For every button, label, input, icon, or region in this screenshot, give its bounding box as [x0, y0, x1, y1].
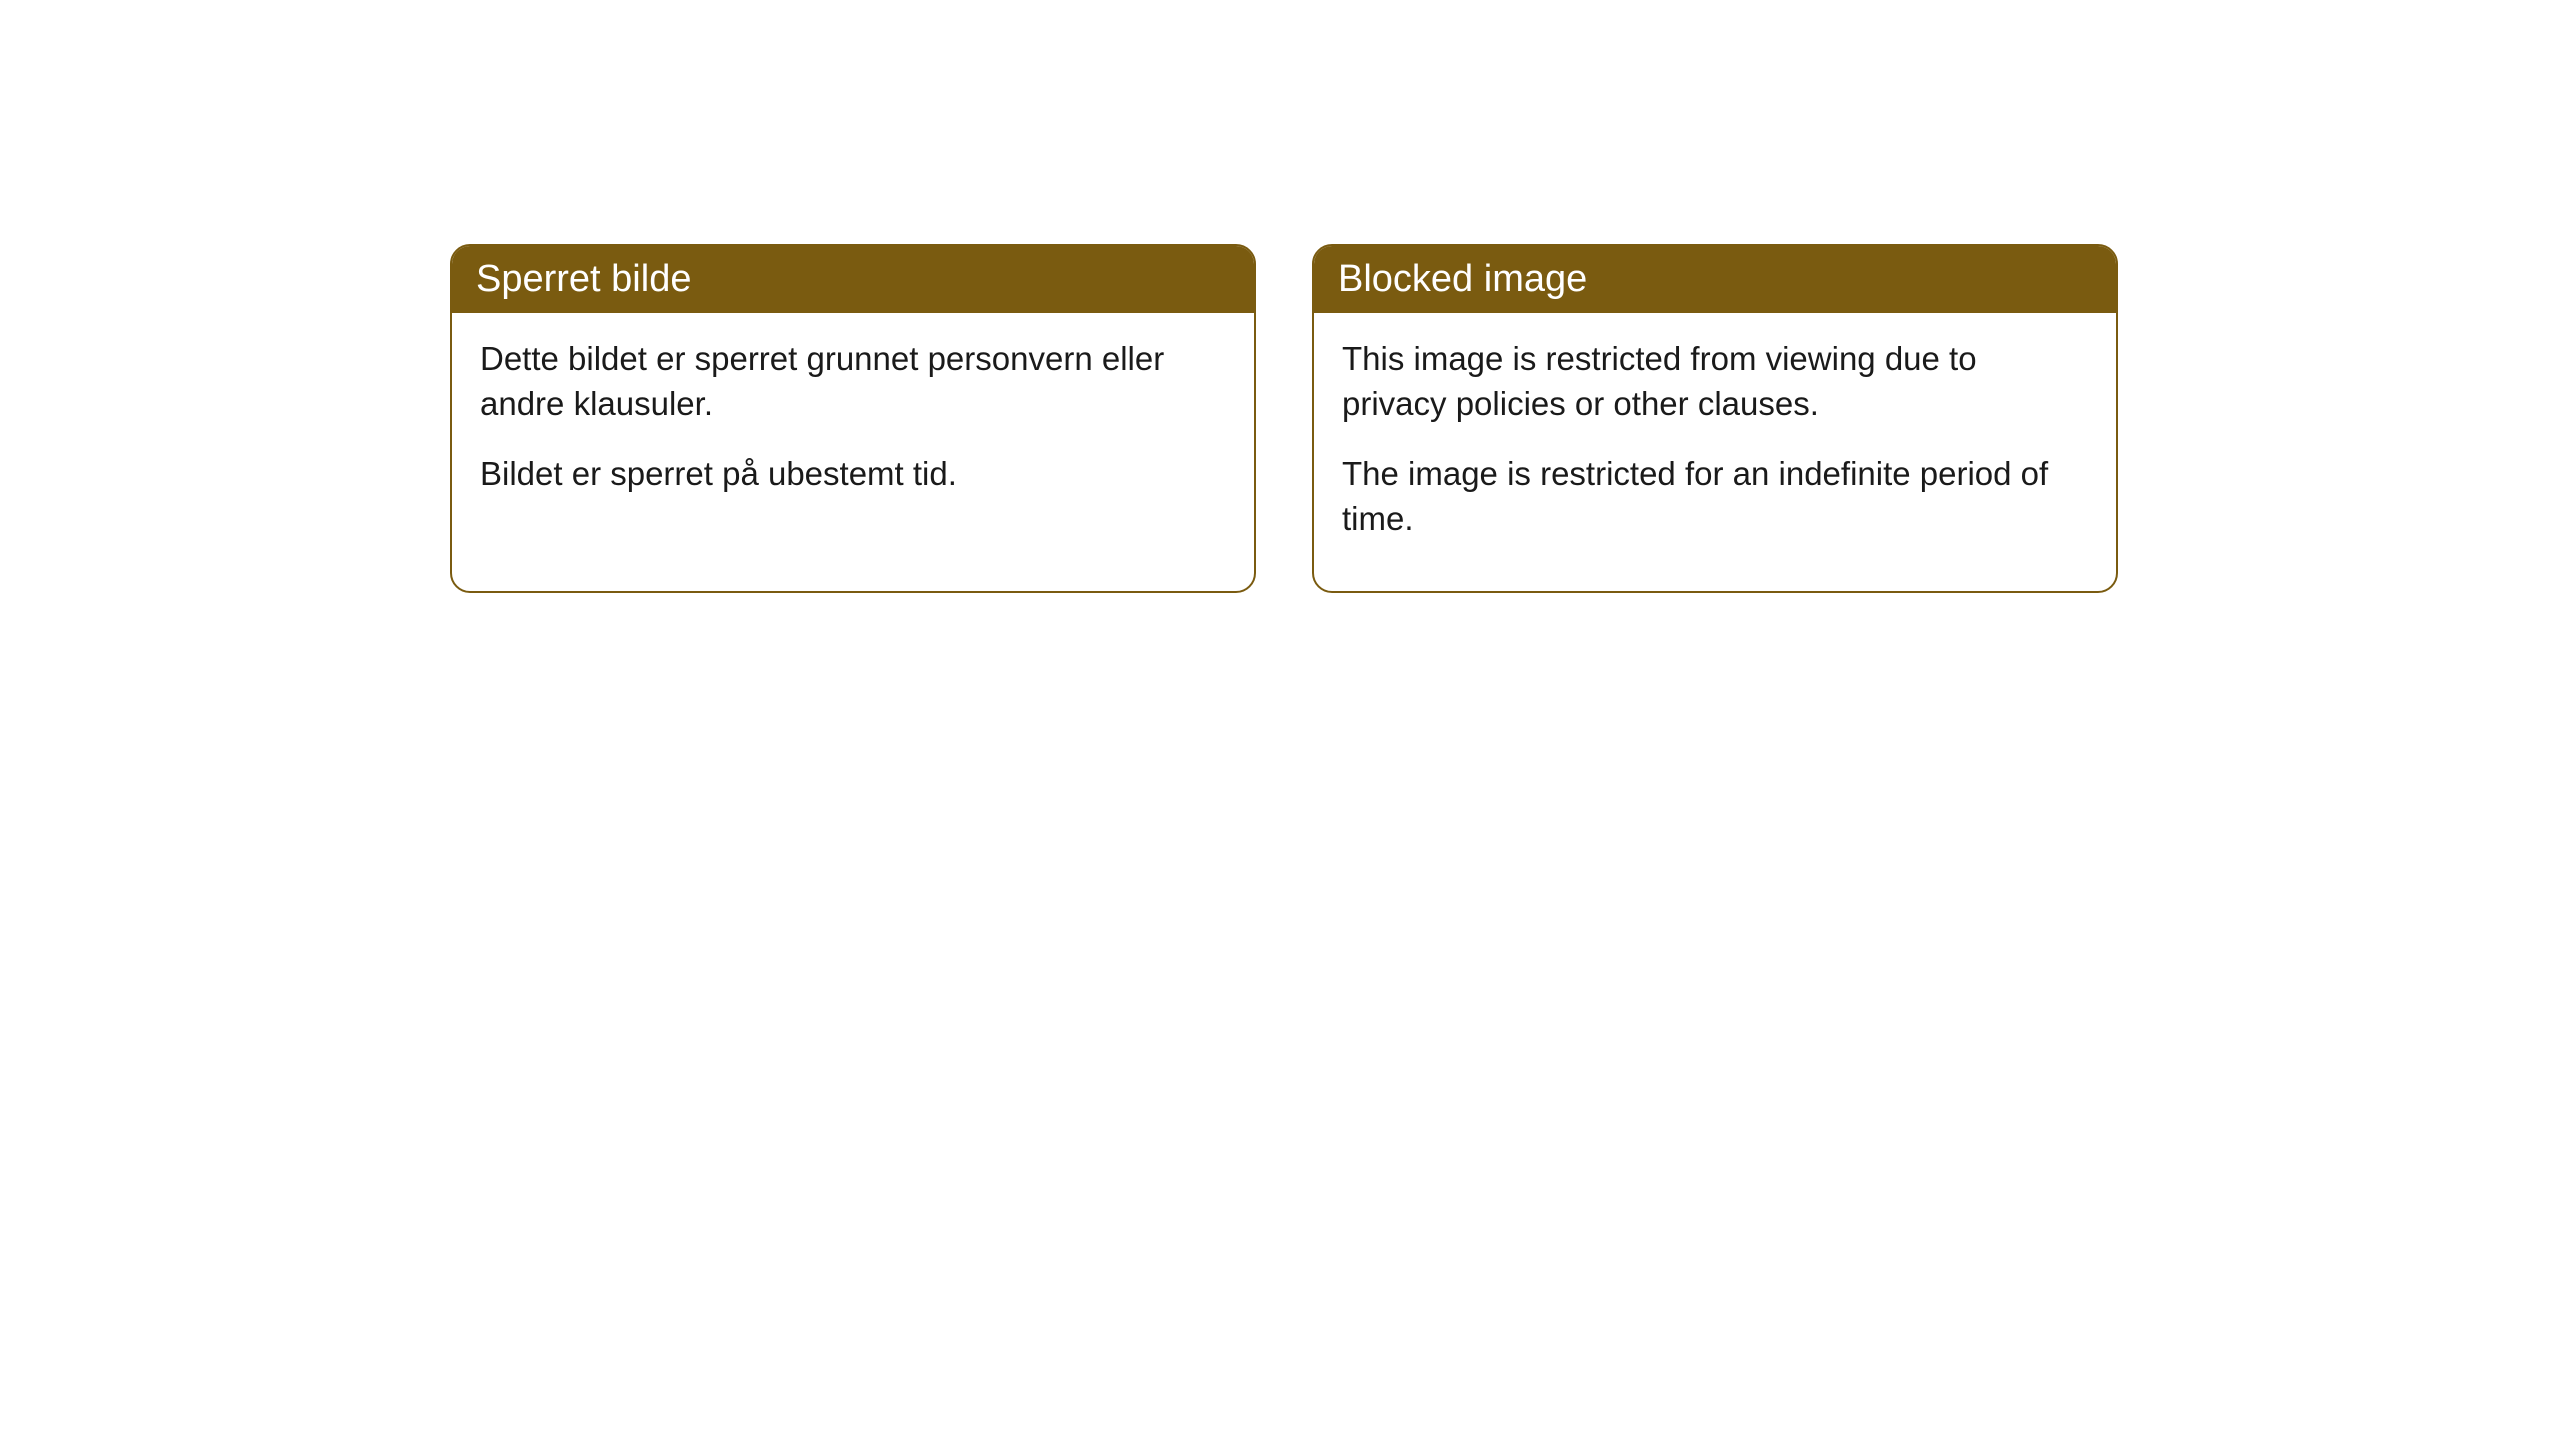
cards-container: Sperret bilde Dette bildet er sperret gr…: [0, 0, 2560, 593]
card-header-english: Blocked image: [1314, 246, 2116, 313]
blocked-image-card-english: Blocked image This image is restricted f…: [1312, 244, 2118, 593]
blocked-image-card-norwegian: Sperret bilde Dette bildet er sperret gr…: [450, 244, 1256, 593]
card-paragraph-2-english: The image is restricted for an indefinit…: [1342, 452, 2088, 541]
card-body-norwegian: Dette bildet er sperret grunnet personve…: [452, 313, 1254, 547]
card-paragraph-2-norwegian: Bildet er sperret på ubestemt tid.: [480, 452, 1226, 497]
card-title-norwegian: Sperret bilde: [476, 258, 691, 300]
card-paragraph-1-norwegian: Dette bildet er sperret grunnet personve…: [480, 337, 1226, 426]
card-title-english: Blocked image: [1338, 258, 1587, 300]
card-body-english: This image is restricted from viewing du…: [1314, 313, 2116, 591]
card-header-norwegian: Sperret bilde: [452, 246, 1254, 313]
card-paragraph-1-english: This image is restricted from viewing du…: [1342, 337, 2088, 426]
